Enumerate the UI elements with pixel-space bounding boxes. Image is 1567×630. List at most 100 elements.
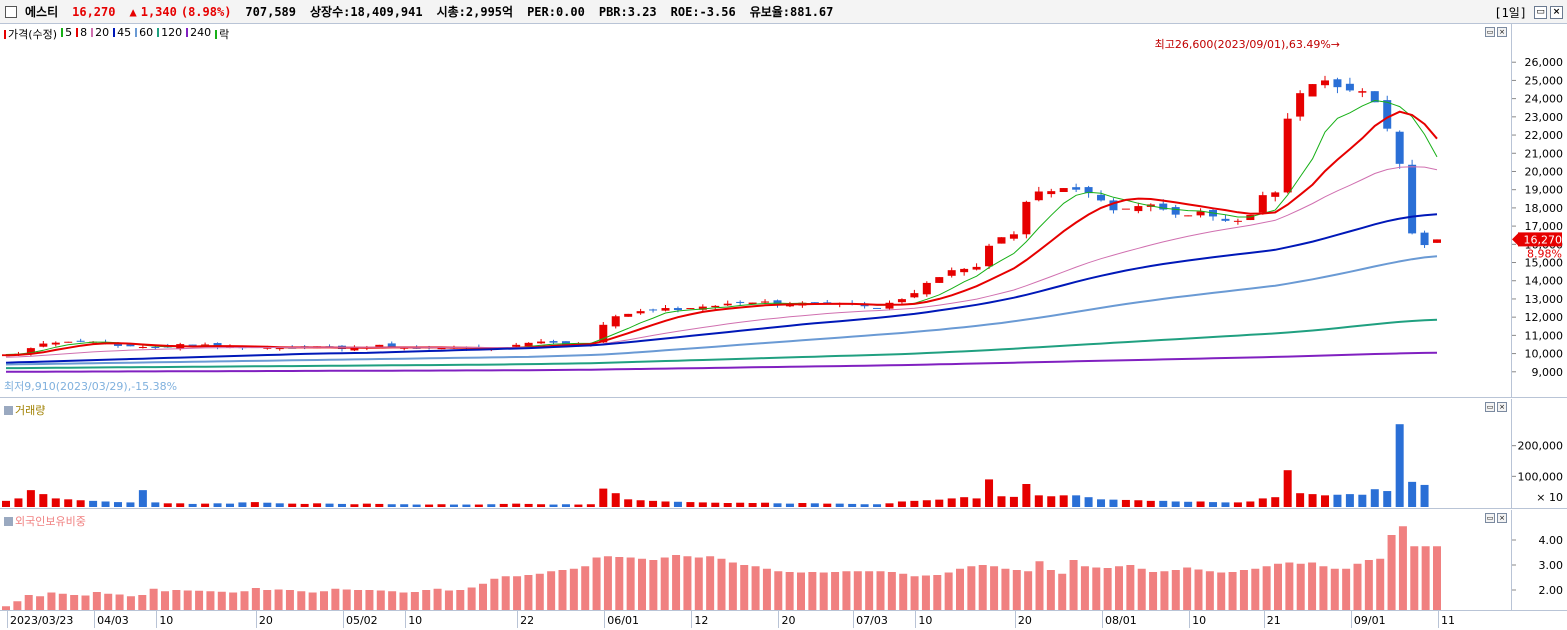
foreign-bar	[683, 556, 692, 610]
candle-body	[823, 302, 832, 304]
select-checkbox[interactable]	[5, 5, 17, 18]
price-chart[interactable]: 9,000 10,000 11,000 12,000 13,000 14,000 15,00…	[0, 24, 1567, 398]
date-axis-label: 07/03	[853, 610, 888, 628]
date-axis-label: 20	[255, 610, 273, 628]
foreign-bar	[1285, 562, 1294, 610]
candle-body	[512, 344, 521, 347]
foreign-bar	[1046, 570, 1055, 610]
volume-bar	[1420, 484, 1429, 507]
volume-chart[interactable]: 100,000 200,000 × 10	[0, 399, 1567, 509]
foreign-bar	[92, 592, 101, 610]
foreign-bar	[172, 590, 181, 610]
volume-bar	[474, 504, 483, 507]
legend-price[interactable]: 가격(수정)	[4, 26, 57, 42]
foreign-bar	[808, 572, 817, 610]
candle-body	[113, 343, 122, 346]
candle-body	[126, 344, 135, 347]
foreign-bar	[774, 571, 783, 610]
price-candle	[1433, 239, 1441, 243]
pane-minimize-icon[interactable]: ▭	[1485, 513, 1495, 523]
volume-axis-label: 200,000	[1518, 440, 1564, 453]
foreign-bar	[990, 566, 999, 610]
volume-bar	[1209, 502, 1218, 507]
foreign-axis-label: 4.00	[1539, 534, 1564, 547]
foreign-bar	[388, 591, 397, 610]
price-candle	[138, 345, 147, 349]
price-candle	[997, 237, 1006, 244]
candle-body	[1420, 232, 1429, 246]
foreign-bar	[569, 568, 578, 610]
ma-line-ma45	[5, 213, 1438, 364]
legend-ma5[interactable]: 5	[61, 26, 72, 42]
pane-close-icon[interactable]: ×	[1497, 27, 1507, 37]
foreign-bar	[740, 565, 749, 610]
volume-bar	[798, 503, 807, 507]
legend-ma240[interactable]: 240	[186, 26, 211, 42]
restore-icon[interactable]: ▭	[1534, 6, 1547, 19]
volume-bar	[89, 500, 98, 507]
period-selector[interactable]: [1일]	[1494, 6, 1527, 20]
volume-bar	[1408, 481, 1417, 507]
pane-close-icon[interactable]: ×	[1497, 513, 1507, 523]
legend-ma45[interactable]: 45	[113, 26, 131, 42]
legend-ma8[interactable]: 8	[76, 26, 87, 42]
volume-bar	[225, 503, 234, 507]
volume-bar	[1221, 502, 1230, 507]
volume-bar	[636, 500, 645, 507]
candle-body	[922, 282, 931, 295]
legend-ma60[interactable]: 60	[135, 26, 153, 42]
volume-bar	[673, 501, 682, 507]
legend-ma120[interactable]: 120	[157, 26, 182, 42]
volume-title-icon	[4, 405, 13, 415]
foreign-bar	[706, 556, 715, 610]
volume-bar	[462, 504, 471, 507]
date-axis-label: 2023/03/23	[6, 610, 74, 628]
price-candle	[51, 341, 60, 347]
volume-bar	[835, 503, 844, 507]
price-pane[interactable]: 9,000 10,000 11,000 12,000 13,000 14,000 15,00…	[0, 24, 1567, 398]
pane-minimize-icon[interactable]: ▭	[1485, 27, 1495, 37]
date-axis-label: 10	[915, 610, 933, 628]
price-candle	[1420, 230, 1429, 248]
volume-pane[interactable]: 100,000 200,000 × 10 거래량 ▭ ×	[0, 399, 1567, 509]
foreign-bar	[36, 596, 45, 610]
legend-down-label: 락	[219, 28, 230, 41]
foreign-bar	[490, 578, 499, 610]
foreign-bar	[649, 560, 658, 610]
price-axis-label: 23,000	[1525, 111, 1564, 124]
foreign-bar	[1115, 566, 1123, 610]
volume-bar	[810, 503, 819, 507]
volume-bar	[1121, 499, 1130, 507]
candle-body	[711, 305, 720, 308]
legend-down[interactable]: 락	[215, 26, 229, 42]
volume-bar	[1009, 496, 1018, 507]
foreign-bar	[115, 594, 124, 610]
price-candle	[1233, 218, 1242, 225]
volume-bar	[263, 502, 272, 507]
foreign-bar	[70, 595, 79, 610]
ma-line-ma8	[5, 110, 1438, 357]
legend-ma20[interactable]: 20	[91, 26, 109, 42]
pane-close-icon[interactable]: ×	[1497, 402, 1507, 412]
volume-bar	[922, 500, 931, 507]
candle-body	[1109, 200, 1118, 211]
price-candle	[1283, 113, 1292, 194]
volume-title[interactable]: 거래량	[4, 402, 45, 418]
price-axis-label: 10,000	[1525, 348, 1564, 361]
price-candle	[76, 338, 85, 343]
pane-minimize-icon[interactable]: ▭	[1485, 402, 1495, 412]
candle-body	[985, 245, 994, 267]
price-candle	[64, 341, 73, 343]
volume-title-label: 거래량	[15, 404, 46, 417]
date-axis-label: 12	[691, 610, 709, 628]
foreign-title[interactable]: 외국인보유비중	[4, 513, 86, 529]
foreign-ownership-chart[interactable]: 2.00 3.00 4.00	[0, 510, 1567, 611]
close-icon[interactable]: ×	[1550, 6, 1563, 19]
foreign-ownership-pane[interactable]: 2.00 3.00 4.00 외국인보유비중 ▭ ×	[0, 510, 1567, 611]
foreign-bar	[1194, 569, 1203, 610]
foreign-bar	[1421, 546, 1430, 610]
foreign-bar	[126, 596, 135, 610]
legend-ma60-label: 60	[139, 26, 154, 39]
volume-bar	[300, 503, 309, 507]
volume-bar	[972, 498, 981, 507]
